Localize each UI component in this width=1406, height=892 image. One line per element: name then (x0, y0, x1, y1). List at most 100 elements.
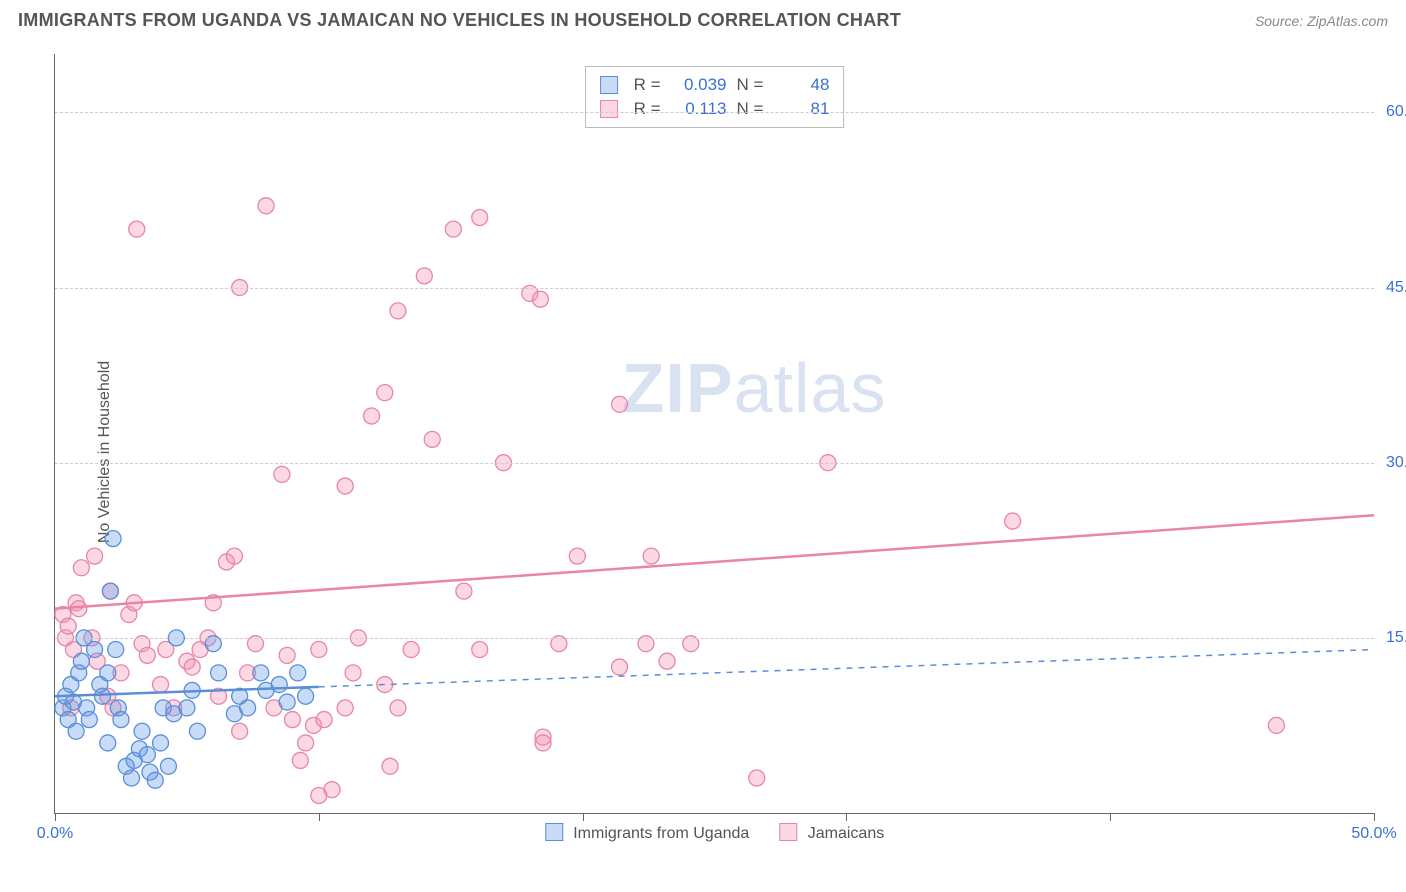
scatter-point-b (749, 770, 765, 786)
legend-swatch-a2 (545, 823, 563, 841)
scatter-point-b (337, 700, 353, 716)
regression-line-b (55, 515, 1374, 608)
scatter-point-b (445, 221, 461, 237)
x-tick (55, 813, 56, 821)
scatter-point-b (424, 431, 440, 447)
scatter-point-b (612, 396, 628, 412)
scatter-point-b (87, 548, 103, 564)
scatter-point-a (124, 770, 140, 786)
n-value-a: 48 (773, 75, 829, 95)
scatter-point-a (279, 694, 295, 710)
r-label-a: R = (634, 75, 661, 95)
scatter-point-a (153, 735, 169, 751)
scatter-point-a (240, 700, 256, 716)
scatter-point-b (659, 653, 675, 669)
scatter-point-a (298, 688, 314, 704)
scatter-point-a (253, 665, 269, 681)
legend-item-a: Immigrants from Uganda (545, 823, 750, 843)
scatter-point-a (81, 712, 97, 728)
scatter-point-b (60, 618, 76, 634)
x-tick-label: 0.0% (37, 825, 73, 843)
scatter-point-a (211, 665, 227, 681)
scatter-point-b (232, 723, 248, 739)
legend-item-b: Jamaicans (779, 823, 884, 843)
scatter-point-b (532, 291, 548, 307)
x-tick-label: 50.0% (1351, 825, 1396, 843)
y-tick-label: 45.0% (1376, 279, 1406, 297)
scatter-point-b (416, 268, 432, 284)
x-tick (1110, 813, 1111, 821)
scatter-point-b (316, 712, 332, 728)
legend-label-b: Jamaicans (808, 825, 884, 842)
scatter-point-b (274, 466, 290, 482)
plot-area: ZIPatlas R = 0.039 N = 48 R = 0.113 N = … (54, 54, 1374, 814)
scatter-point-a (87, 642, 103, 658)
scatter-point-a (108, 642, 124, 658)
scatter-point-b (279, 647, 295, 663)
scatter-point-b (184, 659, 200, 675)
x-tick (846, 813, 847, 821)
scatter-point-a (290, 665, 306, 681)
scatter-point-b (390, 303, 406, 319)
scatter-point-b (456, 583, 472, 599)
legend-label-a: Immigrants from Uganda (573, 825, 749, 842)
n-label-b: N = (737, 99, 764, 119)
scatter-point-b (337, 478, 353, 494)
x-tick (583, 813, 584, 821)
scatter-point-b (1005, 513, 1021, 529)
scatter-point-a (160, 758, 176, 774)
scatter-point-a (134, 723, 150, 739)
scatter-point-b (643, 548, 659, 564)
scatter-point-b (226, 548, 242, 564)
gridline (55, 112, 1374, 113)
scatter-point-a (179, 700, 195, 716)
scatter-point-b (129, 221, 145, 237)
legend-swatch-b2 (779, 823, 797, 841)
scatter-point-a (102, 583, 118, 599)
gridline (55, 463, 1374, 464)
scatter-point-a (147, 772, 163, 788)
scatter-point-a (100, 735, 116, 751)
y-tick-label: 15.0% (1376, 629, 1406, 647)
n-value-b: 81 (773, 99, 829, 119)
scatter-point-a (105, 531, 121, 547)
scatter-point-b (1268, 717, 1284, 733)
scatter-point-a (189, 723, 205, 739)
r-value-a: 0.039 (671, 75, 727, 95)
scatter-point-b (535, 735, 551, 751)
gridline (55, 288, 1374, 289)
scatter-point-b (345, 665, 361, 681)
scatter-point-a (68, 723, 84, 739)
plot-svg (55, 54, 1374, 813)
scatter-point-a (100, 665, 116, 681)
scatter-point-b (153, 677, 169, 693)
n-label-a: N = (737, 75, 764, 95)
scatter-point-b (403, 642, 419, 658)
scatter-point-b (139, 647, 155, 663)
scatter-point-b (472, 209, 488, 225)
scatter-point-a (94, 688, 110, 704)
scatter-point-b (258, 198, 274, 214)
scatter-point-a (271, 677, 287, 693)
scatter-point-b (364, 408, 380, 424)
correlation-legend: R = 0.039 N = 48 R = 0.113 N = 81 (585, 66, 845, 128)
y-tick-label: 30.0% (1376, 454, 1406, 472)
scatter-point-b (569, 548, 585, 564)
r-label-b: R = (634, 99, 661, 119)
scatter-point-b (612, 659, 628, 675)
scatter-point-b (292, 752, 308, 768)
gridline (55, 638, 1374, 639)
scatter-point-a (139, 747, 155, 763)
scatter-point-b (284, 712, 300, 728)
legend-swatch-b (600, 100, 618, 118)
x-tick (1374, 813, 1375, 821)
scatter-point-b (472, 642, 488, 658)
y-tick-label: 60.0% (1376, 103, 1406, 121)
scatter-point-b (71, 601, 87, 617)
source-attribution: Source: ZipAtlas.com (1255, 13, 1388, 29)
scatter-point-b (377, 385, 393, 401)
scatter-point-a (113, 712, 129, 728)
scatter-point-b (382, 758, 398, 774)
chart-title: IMMIGRANTS FROM UGANDA VS JAMAICAN NO VE… (18, 10, 901, 31)
scatter-point-b (311, 642, 327, 658)
